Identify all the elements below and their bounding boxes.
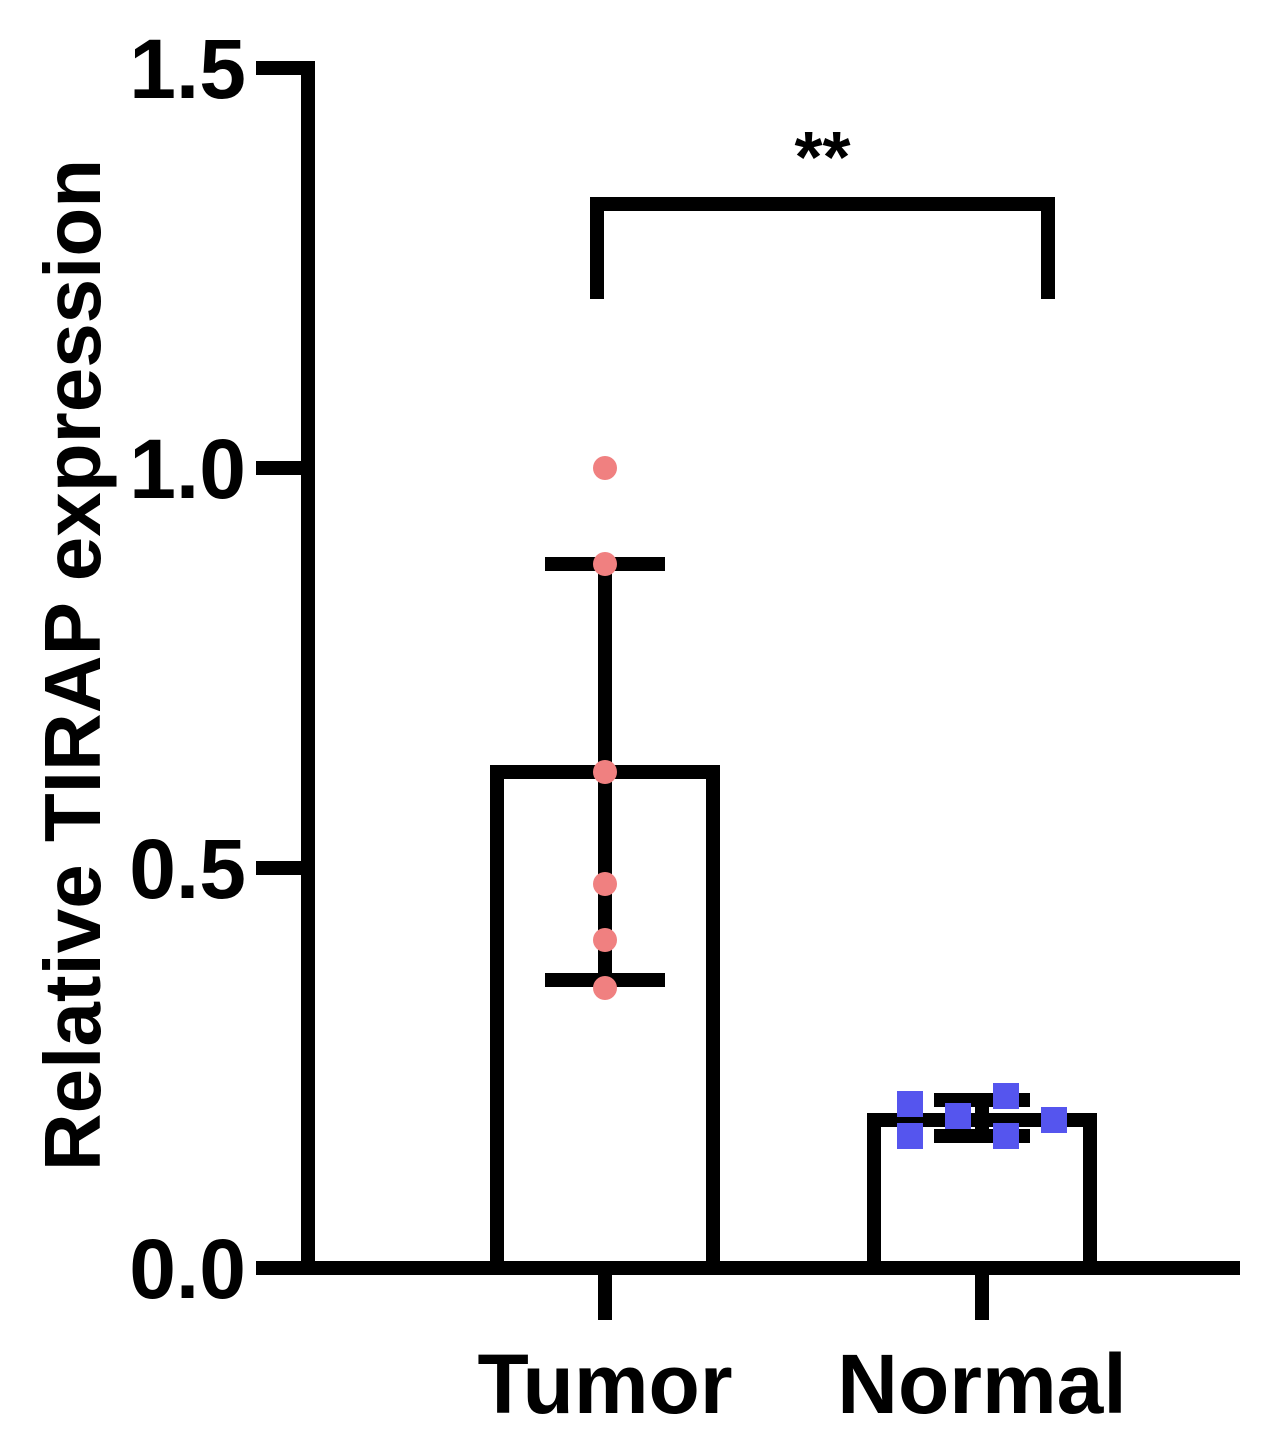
significance-label: ** bbox=[794, 118, 850, 198]
y-tick-label: 1.5 bbox=[129, 22, 246, 116]
data-point-tumor bbox=[593, 872, 617, 896]
data-points-layer bbox=[593, 456, 1067, 1149]
significance-bracket bbox=[590, 197, 1055, 299]
data-point-tumor bbox=[593, 456, 617, 480]
y-axis-label: Relative TIRAP expression bbox=[28, 159, 117, 1171]
data-point-tumor bbox=[593, 976, 617, 1000]
data-point-tumor bbox=[593, 928, 617, 952]
data-point-tumor bbox=[593, 552, 617, 576]
annotation-layer: ** bbox=[590, 118, 1055, 299]
data-point-normal bbox=[897, 1123, 923, 1149]
data-point-normal bbox=[1041, 1107, 1067, 1133]
x-tick-label-normal: Normal bbox=[837, 1337, 1126, 1431]
y-tick-label: 0.0 bbox=[129, 1222, 246, 1316]
data-point-normal bbox=[993, 1123, 1019, 1149]
bars-layer bbox=[490, 765, 1097, 1275]
data-point-normal bbox=[897, 1091, 923, 1117]
y-tick-label: 0.5 bbox=[129, 822, 246, 916]
y-tick-label: 1.0 bbox=[129, 422, 246, 516]
data-point-normal bbox=[993, 1083, 1019, 1109]
data-point-tumor bbox=[593, 760, 617, 784]
axes-layer: 0.0 0.5 1.0 1.5 Tumor Normal bbox=[129, 22, 1240, 1431]
x-tick-label-tumor: Tumor bbox=[477, 1337, 732, 1431]
data-point-normal bbox=[945, 1103, 971, 1129]
